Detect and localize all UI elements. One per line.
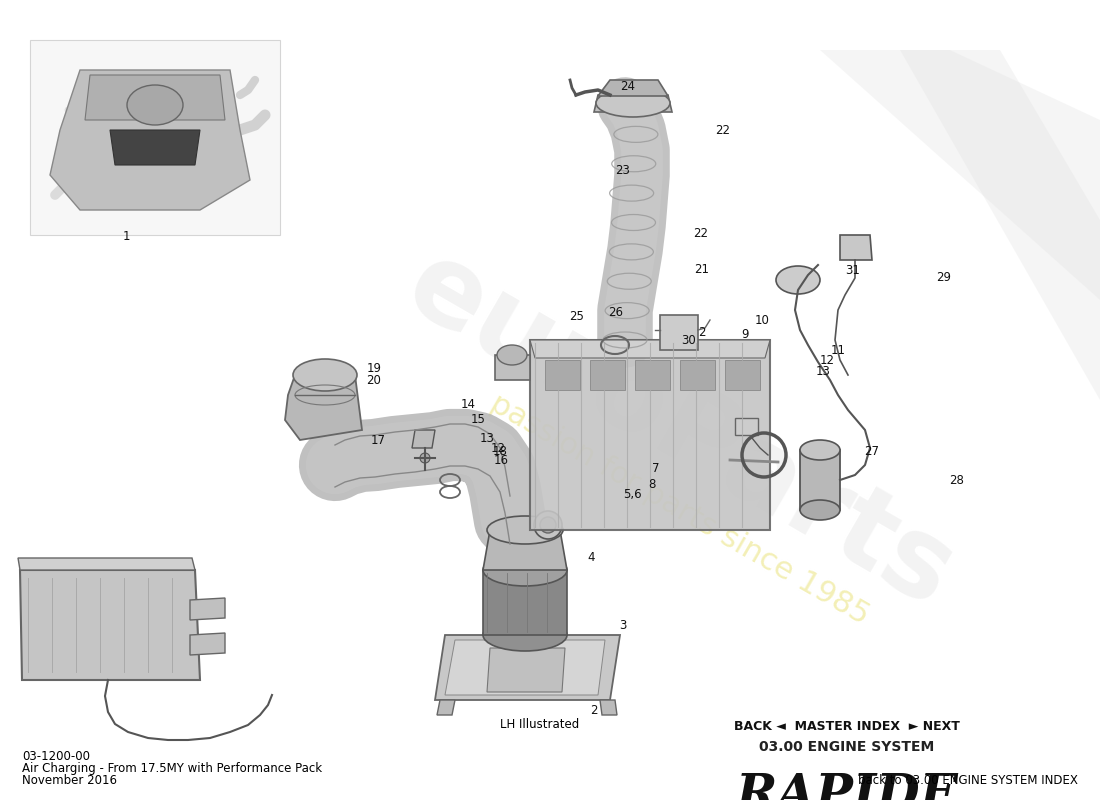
Polygon shape	[50, 70, 250, 210]
Text: 16: 16	[494, 454, 509, 467]
Text: 13: 13	[480, 432, 495, 445]
Text: Air Charging - From 17.5MY with Performance Pack: Air Charging - From 17.5MY with Performa…	[22, 762, 322, 775]
Text: 15: 15	[471, 413, 486, 426]
Polygon shape	[900, 50, 1100, 400]
Text: back to 03.00 ENGINE SYSTEM INDEX: back to 03.00 ENGINE SYSTEM INDEX	[858, 774, 1078, 787]
Polygon shape	[820, 50, 1100, 300]
Text: 20: 20	[366, 374, 382, 387]
Ellipse shape	[800, 500, 840, 520]
Text: 2: 2	[698, 326, 705, 338]
Polygon shape	[285, 375, 362, 440]
Text: RAPIDE: RAPIDE	[736, 772, 958, 800]
Polygon shape	[725, 360, 760, 390]
Text: 5,6: 5,6	[624, 488, 641, 501]
Text: 18: 18	[493, 445, 508, 458]
Polygon shape	[412, 430, 434, 448]
Text: 24: 24	[620, 80, 636, 93]
Text: 22: 22	[715, 124, 730, 137]
Ellipse shape	[483, 554, 566, 586]
Text: 23: 23	[615, 164, 630, 177]
Polygon shape	[434, 635, 620, 700]
Circle shape	[540, 517, 556, 533]
Polygon shape	[635, 360, 670, 390]
Text: LH Illustrated: LH Illustrated	[500, 718, 580, 731]
Polygon shape	[735, 418, 758, 435]
Text: 4: 4	[587, 551, 594, 564]
Text: 21: 21	[694, 263, 710, 276]
Polygon shape	[190, 598, 226, 620]
Text: 11: 11	[830, 344, 846, 357]
Ellipse shape	[776, 266, 820, 294]
Text: 13: 13	[815, 365, 830, 378]
Text: 28: 28	[949, 474, 965, 487]
Text: 14: 14	[461, 398, 476, 411]
Ellipse shape	[497, 345, 527, 365]
Text: passion for parts since 1985: passion for parts since 1985	[485, 390, 874, 630]
Text: 26: 26	[608, 306, 624, 318]
Text: 9: 9	[741, 328, 748, 341]
Ellipse shape	[293, 359, 358, 391]
Polygon shape	[544, 360, 580, 390]
Polygon shape	[594, 95, 672, 112]
Polygon shape	[483, 570, 566, 635]
Polygon shape	[487, 648, 565, 692]
Text: 10: 10	[755, 314, 770, 326]
Circle shape	[420, 453, 430, 463]
Polygon shape	[800, 450, 840, 510]
Ellipse shape	[800, 440, 840, 460]
Polygon shape	[190, 633, 226, 655]
Ellipse shape	[487, 516, 563, 544]
Text: 17: 17	[371, 434, 386, 447]
Polygon shape	[20, 570, 200, 680]
Polygon shape	[530, 340, 770, 530]
Polygon shape	[600, 700, 617, 715]
Polygon shape	[85, 75, 226, 120]
Ellipse shape	[596, 89, 670, 117]
Text: 25: 25	[569, 310, 584, 323]
Polygon shape	[680, 360, 715, 390]
Polygon shape	[530, 340, 770, 358]
Polygon shape	[446, 640, 605, 695]
Text: 12: 12	[491, 442, 506, 454]
Polygon shape	[30, 40, 280, 235]
Text: BACK ◄  MASTER INDEX  ► NEXT: BACK ◄ MASTER INDEX ► NEXT	[734, 720, 960, 733]
Text: 03.00 ENGINE SYSTEM: 03.00 ENGINE SYSTEM	[759, 740, 935, 754]
Polygon shape	[660, 315, 698, 350]
Text: 30: 30	[681, 334, 696, 347]
Text: November 2016: November 2016	[22, 774, 117, 787]
Circle shape	[534, 511, 562, 539]
Polygon shape	[495, 355, 530, 380]
Text: 29: 29	[936, 271, 952, 284]
Ellipse shape	[126, 85, 183, 125]
Text: 7: 7	[652, 462, 659, 475]
Text: 8: 8	[649, 478, 656, 490]
Polygon shape	[437, 700, 455, 715]
Text: 1: 1	[123, 230, 130, 242]
Text: 22: 22	[693, 227, 708, 240]
Text: 27: 27	[864, 446, 879, 458]
Text: 19: 19	[366, 362, 382, 375]
Polygon shape	[483, 530, 566, 570]
Polygon shape	[598, 80, 668, 96]
Ellipse shape	[483, 619, 566, 651]
Text: 2: 2	[591, 704, 597, 717]
Polygon shape	[110, 130, 200, 165]
Polygon shape	[18, 558, 195, 570]
Text: 31: 31	[845, 264, 860, 277]
Polygon shape	[590, 360, 625, 390]
Text: 12: 12	[820, 354, 835, 367]
Text: 03-1200-00: 03-1200-00	[22, 750, 90, 763]
Polygon shape	[840, 235, 872, 260]
Text: 3: 3	[619, 619, 626, 632]
Text: euroParts: euroParts	[388, 230, 972, 630]
